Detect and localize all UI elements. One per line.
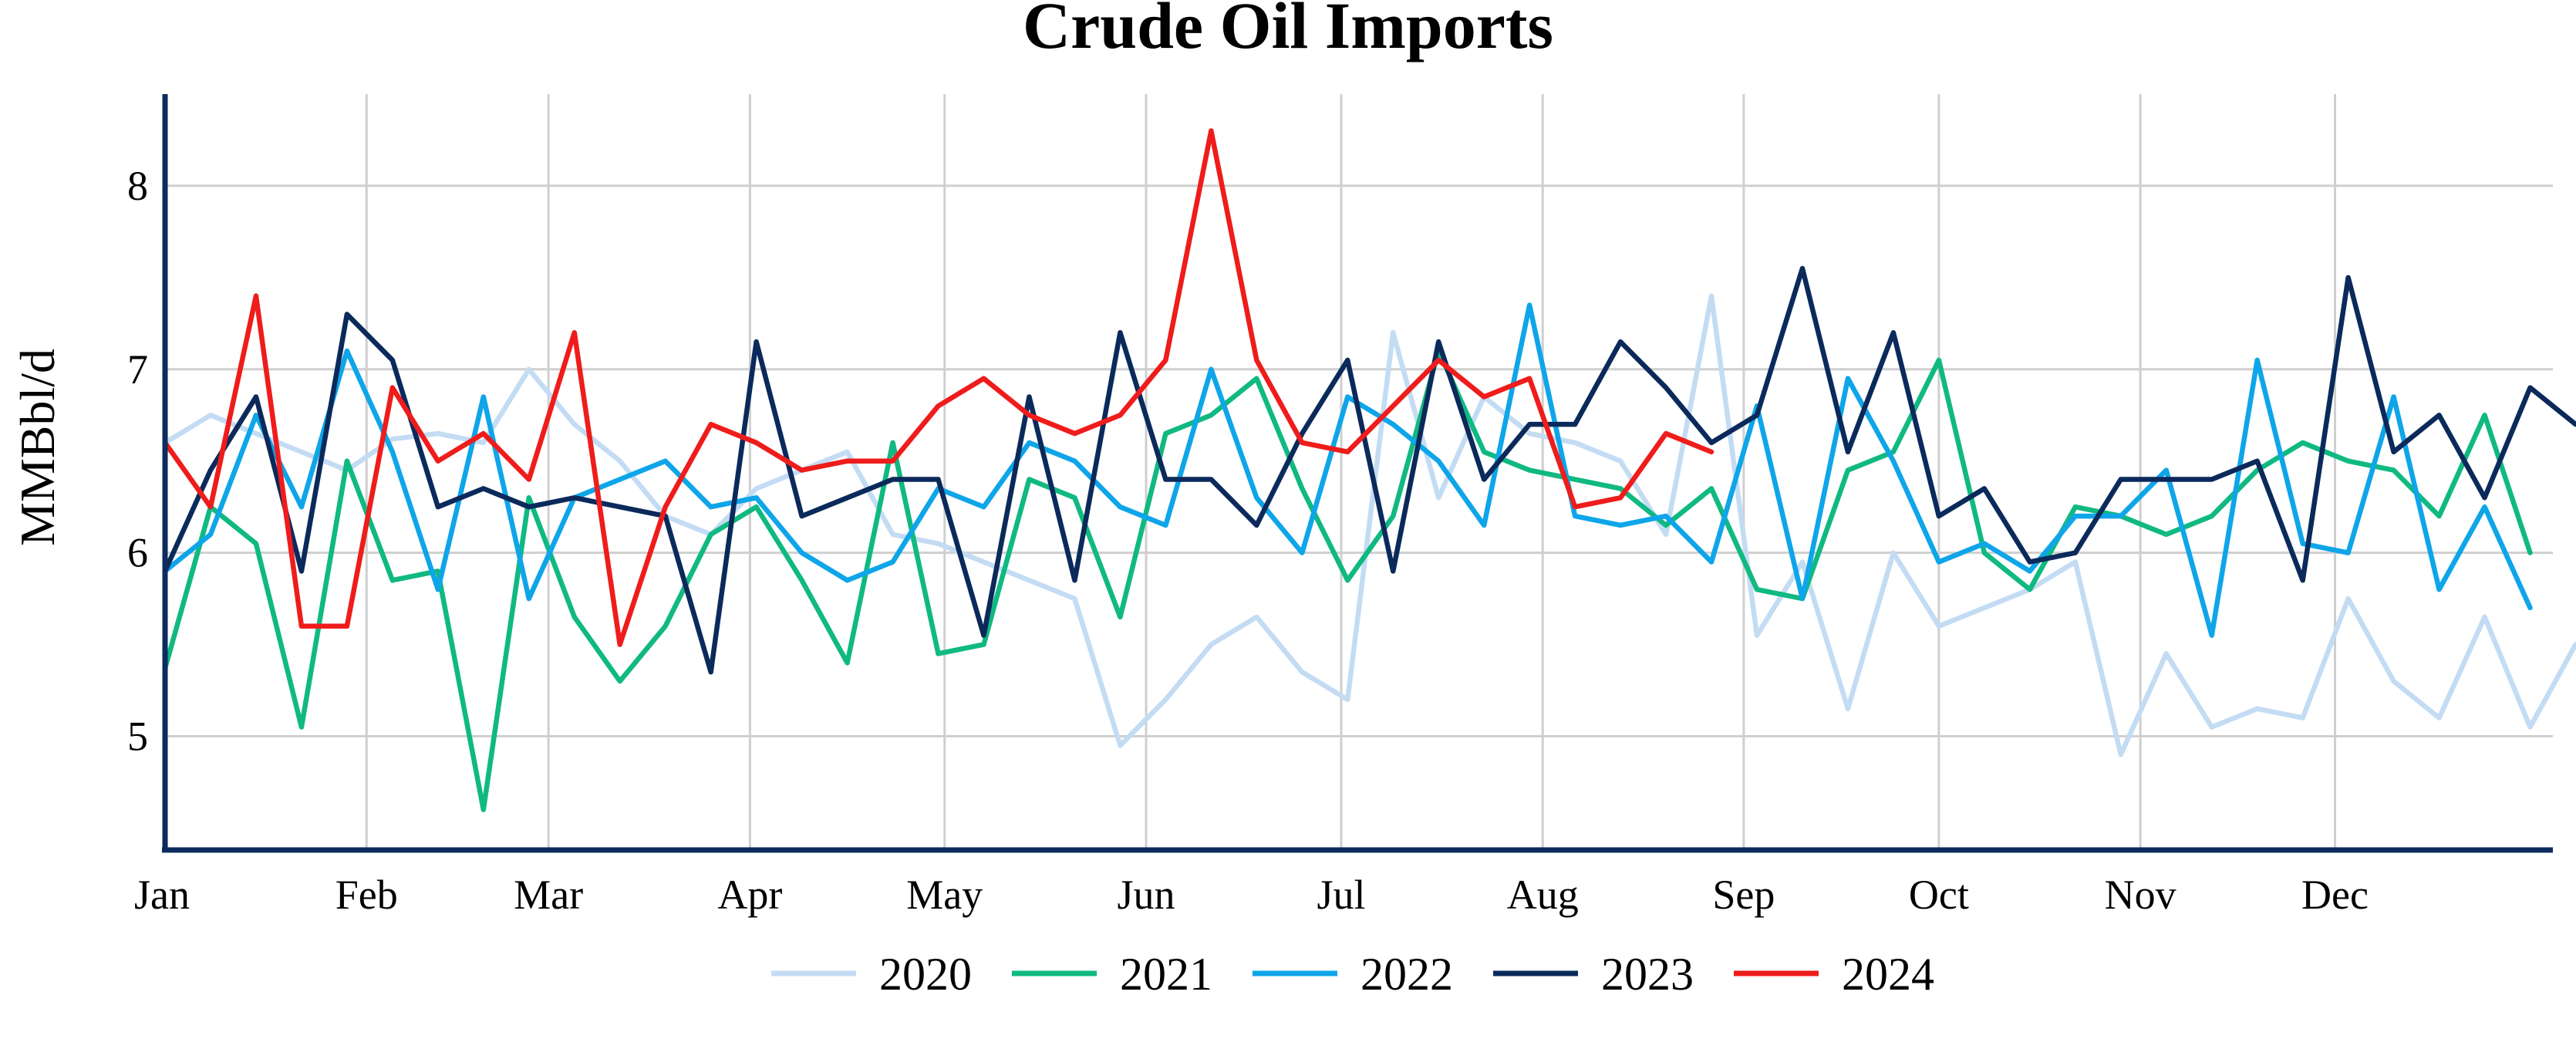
legend-label: 2020 (879, 949, 972, 1000)
chart-title: Crude Oil Imports (1023, 0, 1553, 62)
y-tick-label: 6 (127, 530, 148, 576)
x-tick-label: Dec (2301, 872, 2369, 918)
series-lines (162, 128, 2576, 812)
y-gridlines (165, 184, 2553, 738)
x-gridlines (365, 94, 2337, 850)
legend-label: 2021 (1120, 949, 1212, 1000)
x-tick-label: May (906, 872, 983, 918)
y-axis-label: MMBbl/d (10, 349, 65, 546)
x-tick-label: Sep (1712, 872, 1775, 918)
series-line-2021 (162, 348, 2533, 812)
y-tick-label: 7 (127, 346, 148, 393)
x-tick-label: Jun (1118, 872, 1175, 918)
legend-label: 2024 (1842, 949, 1934, 1000)
series-line-2022 (162, 302, 2533, 638)
x-tick-label: Apr (717, 872, 782, 918)
legend-label: 2022 (1360, 949, 1453, 1000)
x-tick-label: Nov (2105, 872, 2176, 918)
series-line-2024 (162, 128, 1715, 647)
y-tick-label: 5 (127, 713, 148, 760)
legend-label: 2023 (1601, 949, 1694, 1000)
x-tick-label: Feb (335, 872, 398, 918)
x-tick-label: Jul (1317, 872, 1365, 918)
x-tick-labels: Jan Feb Mar Apr May Jun Jul Aug Sep Oct Nov Dec (134, 872, 2369, 918)
series-line-2023 (162, 265, 2576, 675)
x-tick-label: Mar (514, 872, 583, 918)
x-tick-label: Oct (1909, 872, 1969, 918)
x-tick-label: Jan (134, 872, 190, 918)
y-tick-label: 8 (127, 163, 148, 209)
x-tick-label: Aug (1507, 872, 1579, 918)
y-tick-labels: 5 6 7 8 (127, 163, 148, 760)
legend: 2020 2021 2022 2023 2024 (771, 949, 1934, 1000)
